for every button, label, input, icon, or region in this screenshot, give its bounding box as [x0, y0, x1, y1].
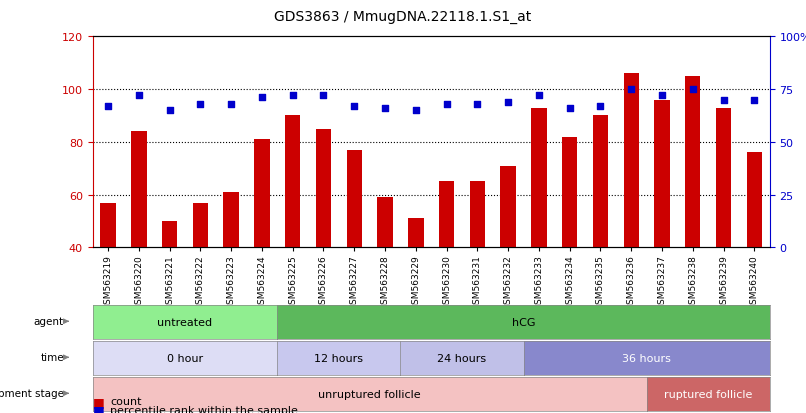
Text: untreated: untreated — [157, 317, 213, 327]
Bar — [531, 108, 546, 248]
Bar — [592, 116, 609, 248]
Bar — [562, 137, 577, 248]
Point — [687, 86, 700, 93]
Point — [533, 93, 546, 100]
Bar — [254, 140, 270, 248]
Point — [132, 93, 145, 100]
Text: 12 hours: 12 hours — [314, 353, 364, 363]
Text: 0 hour: 0 hour — [167, 353, 203, 363]
Point — [471, 101, 484, 108]
Point — [256, 95, 268, 102]
Bar — [624, 74, 639, 248]
Bar — [716, 108, 731, 248]
Bar — [131, 132, 147, 248]
Bar — [101, 203, 116, 248]
Point — [286, 93, 299, 100]
Bar — [408, 219, 423, 248]
Bar — [193, 203, 208, 248]
Bar — [285, 116, 301, 248]
Text: 24 hours: 24 hours — [438, 353, 487, 363]
Text: count: count — [110, 396, 142, 406]
Point — [717, 97, 730, 104]
Point — [625, 86, 638, 93]
Point — [440, 101, 453, 108]
Bar — [162, 221, 177, 248]
Bar — [316, 129, 331, 248]
Bar — [470, 182, 485, 248]
Point — [409, 107, 422, 114]
Text: ■: ■ — [93, 395, 105, 408]
Bar — [223, 192, 239, 248]
Text: 36 hours: 36 hours — [622, 353, 671, 363]
Text: unruptured follicle: unruptured follicle — [318, 389, 421, 399]
Bar — [654, 100, 670, 248]
Text: ruptured follicle: ruptured follicle — [664, 389, 752, 399]
Bar — [746, 153, 762, 248]
Text: percentile rank within the sample: percentile rank within the sample — [110, 405, 298, 413]
Point — [594, 103, 607, 110]
Text: time: time — [40, 352, 64, 362]
Point — [655, 93, 668, 100]
Bar — [347, 150, 362, 248]
Point — [225, 101, 238, 108]
Point — [163, 107, 176, 114]
Point — [348, 103, 361, 110]
Bar — [501, 166, 516, 248]
Point — [501, 99, 514, 106]
Point — [379, 105, 392, 112]
Text: agent: agent — [34, 316, 64, 326]
Text: GDS3863 / MmugDNA.22118.1.S1_at: GDS3863 / MmugDNA.22118.1.S1_at — [274, 10, 532, 24]
Text: hCG: hCG — [512, 317, 535, 327]
Bar — [377, 198, 393, 248]
Bar — [685, 77, 700, 248]
Text: development stage: development stage — [0, 388, 64, 398]
Point — [317, 93, 330, 100]
Bar — [439, 182, 455, 248]
Point — [563, 105, 576, 112]
Text: ■: ■ — [93, 403, 105, 413]
Point — [748, 97, 761, 104]
Point — [194, 101, 207, 108]
Point — [102, 103, 114, 110]
